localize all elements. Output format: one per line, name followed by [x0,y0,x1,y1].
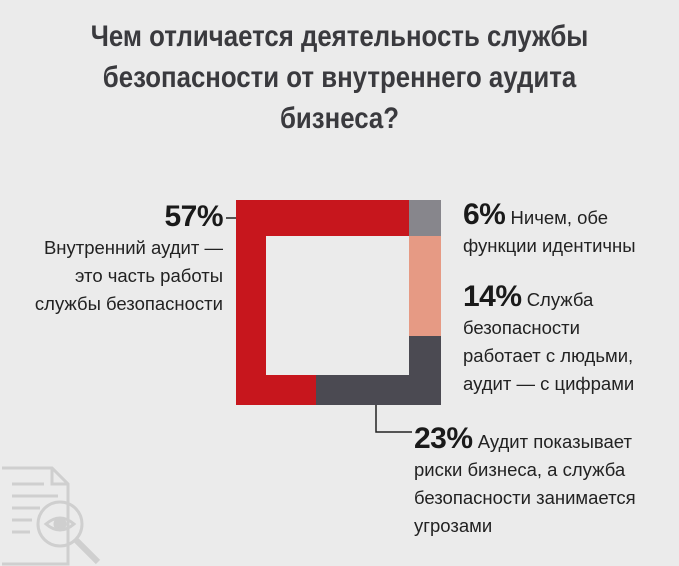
slice-text-line: угрозами [414,515,493,536]
slice-text-line: Ничем, обе [510,207,609,228]
slice-text-line: Аудит показывает [477,431,632,452]
slice-risks-vs-threats [316,336,441,405]
leader-line-risks-vs-threats [375,405,412,433]
slice-text-line: это часть работы [75,265,223,286]
slice-label-people-vs-numbers: 14% Служба безопасности работает с людьм… [463,280,635,398]
document-magnifier-icon [2,466,101,566]
slice-label-risks-vs-threats: 23% Аудит показывает риски бизнеса, а сл… [414,422,636,540]
slice-text-line: безопасности [463,317,580,338]
slice-text-line: безопасности занимается [414,487,636,508]
slice-text-line: риски бизнеса, а служба [414,459,626,480]
slice-same [409,200,441,236]
slice-value-label: 14% [463,280,522,313]
slice-text-line: аудит — с цифрами [463,373,635,394]
slice-text-line: службы безопасности [34,293,223,314]
slice-text-line: Служба [526,289,594,310]
slice-part-of-security [236,200,409,405]
slice-value-label: 6% [463,198,506,231]
title-line: безопасности от внутреннего аудита [102,61,577,94]
slice-text-line: функции идентичны [463,235,636,256]
title-line: бизнеса? [279,102,399,135]
slice-label-part-of-security: 57% Внутренний аудит — это часть работы … [34,200,224,318]
slice-label-same: 6% Ничем, обе функции идентичны [463,198,636,260]
slice-value-label: 23% [414,422,473,455]
title-line: Чем отличается деятельность службы [90,20,589,53]
slice-text-line: работает с людьми, [463,345,634,366]
slice-value-label: 57% [164,200,223,233]
chart-title: Чем отличается деятельность службы безоп… [48,16,632,139]
slice-people-vs-numbers [409,236,441,336]
slice-text-line: Внутренний аудит — [43,237,223,258]
